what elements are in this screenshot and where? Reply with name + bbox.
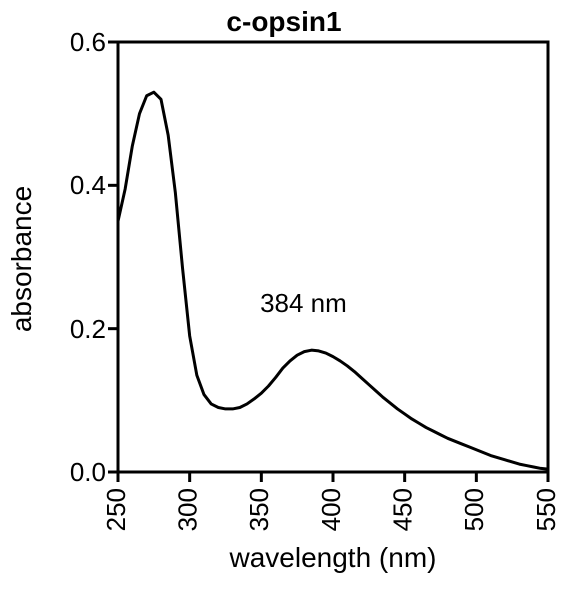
y-tick-label: 0.6 [46, 27, 106, 58]
y-tick-label: 0.4 [46, 170, 106, 201]
x-tick-label: 500 [459, 488, 489, 531]
peak-annotation: 384 nm [260, 288, 347, 319]
x-tick-label: 450 [388, 488, 418, 531]
y-axis-label: absorbance [6, 44, 38, 474]
x-axis-label: wavelength (nm) [118, 542, 548, 574]
x-tick-label: 350 [244, 488, 274, 531]
chart-container: c-opsin1 250300350400450500550 absorbanc… [0, 0, 568, 593]
x-tick-label: 300 [173, 488, 203, 531]
y-tick-label: 0.2 [46, 314, 106, 345]
x-tick-label: 250 [101, 488, 131, 531]
y-tick-label: 0.0 [46, 457, 106, 488]
x-tick-label: 550 [531, 488, 561, 531]
x-tick-label: 400 [316, 488, 346, 531]
